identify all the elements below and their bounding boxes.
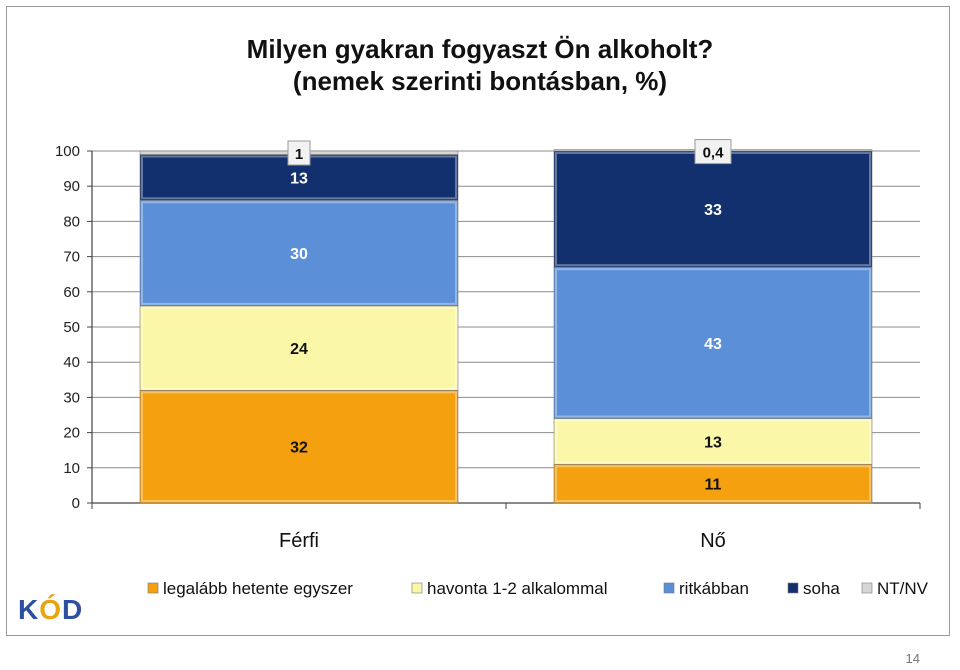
legend-swatch <box>787 582 799 594</box>
bar-segment-bevel <box>555 465 871 502</box>
chart-title: Milyen gyakran fogyaszt Ön alkoholt? <box>246 34 714 64</box>
y-tick-label: 60 <box>63 284 80 301</box>
bar-segment-bevel <box>555 419 871 464</box>
y-tick-label: 70 <box>63 249 80 266</box>
data-label: 1 <box>295 146 303 163</box>
bar-segment <box>139 390 459 504</box>
legend-swatch <box>663 582 675 594</box>
bar-segment <box>553 266 873 419</box>
data-label: 32 <box>290 440 308 457</box>
x-category-label: Nő <box>700 530 726 552</box>
y-tick-label: 30 <box>63 389 80 406</box>
data-label: 13 <box>290 170 308 187</box>
y-tick-label: 10 <box>63 460 80 477</box>
data-label: 11 <box>705 477 722 494</box>
x-category-label: Férfi <box>279 530 319 552</box>
y-tick-label: 40 <box>63 354 80 371</box>
stacked-bar-chart: 0 10 20 30 40 50 60 70 80 90 100 32 24 30 13 1 Férfi 11 13… <box>55 139 929 598</box>
data-label-box <box>694 139 732 165</box>
logo-letter-k: K <box>18 594 40 625</box>
legend-label: soha <box>803 579 840 598</box>
legend-swatch <box>147 582 159 594</box>
legend-label: ritkábban <box>679 579 749 598</box>
legend-swatch <box>411 582 423 594</box>
data-label: 24 <box>290 341 308 358</box>
y-tick-label: 80 <box>63 213 80 230</box>
data-label: 43 <box>704 336 722 353</box>
bar-segment-bevel <box>141 201 457 305</box>
y-tick-label: 100 <box>55 143 80 160</box>
bar-segment-bevel <box>141 391 457 502</box>
bar-segment <box>139 199 459 307</box>
data-label: 0,4 <box>703 145 725 162</box>
bar-segment-bevel <box>141 306 457 390</box>
bar-segment <box>553 463 873 504</box>
chart-subtitle: (nemek szerinti bontásban, %) <box>292 66 668 96</box>
legend-label: legalább hetente egyszer <box>163 579 353 598</box>
y-tick-label: 0 <box>72 495 80 512</box>
data-label-box <box>287 140 311 166</box>
logo-letter-o: Ó <box>39 594 63 625</box>
data-label: 30 <box>290 246 308 263</box>
y-tick-label: 90 <box>63 178 80 195</box>
logo-letter-d: D <box>62 594 84 625</box>
bar-segment-bevel <box>555 268 871 418</box>
y-tick-label: 20 <box>63 425 80 442</box>
legend-swatch <box>861 582 873 594</box>
data-label: 33 <box>704 202 722 219</box>
y-tick-label: 50 <box>63 319 80 336</box>
bar-segment <box>553 418 873 465</box>
data-label: 13 <box>704 434 722 451</box>
legend-label: havonta 1-2 alkalommal <box>427 579 607 598</box>
bar-segment <box>553 150 873 268</box>
slide-number: 14 <box>905 651 920 666</box>
legend-label: NT/NV <box>877 579 929 598</box>
